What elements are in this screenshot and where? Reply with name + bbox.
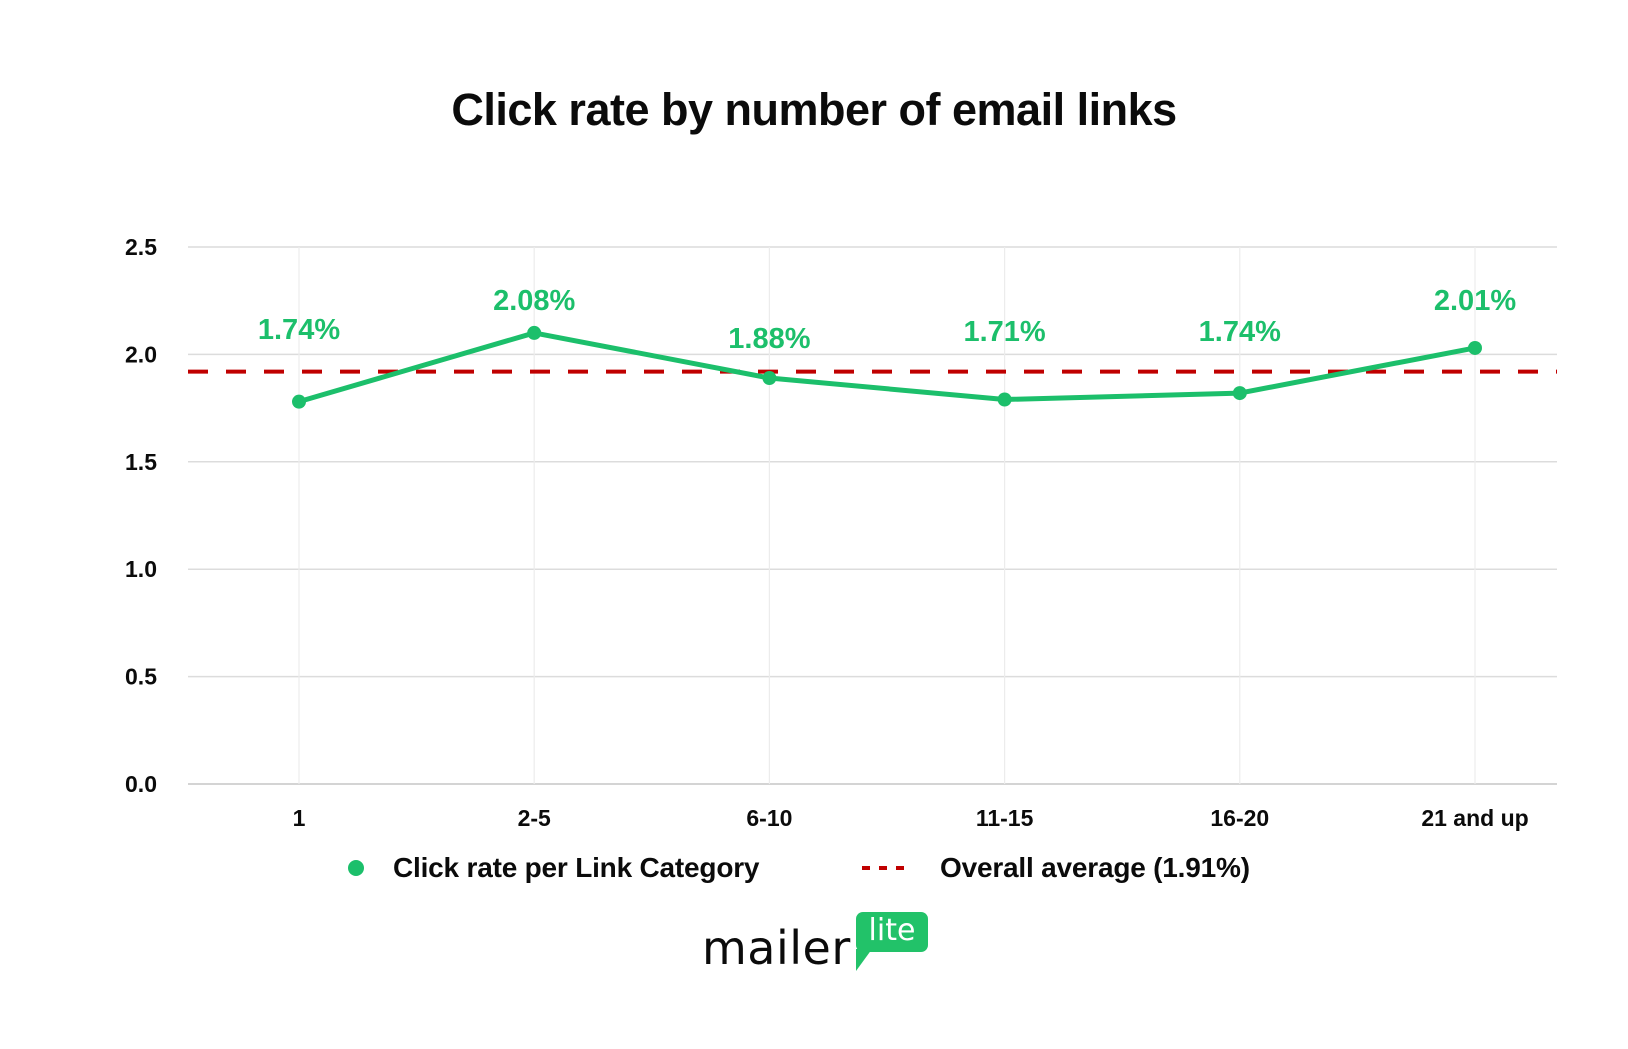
x-axis-ticks: 1 2-5 6-10 11-15 16-20 21 and up <box>293 805 1529 831</box>
legend-item-average: Overall average (1.91%) <box>862 848 1250 888</box>
data-point[interactable] <box>997 392 1012 407</box>
legend-item-click-rate: Click rate per Link Category <box>348 848 760 888</box>
mailerlite-logo: mailer lite <box>702 905 942 985</box>
y-axis-ticks: 0.0 0.5 1.0 1.5 2.0 2.5 <box>125 234 157 797</box>
data-labels: 1.74% 2.08% 1.88% 1.71% 1.74% 2.01% <box>258 285 1516 355</box>
x-tick-label: 16-20 <box>1210 805 1269 831</box>
data-label: 1.71% <box>963 316 1045 348</box>
data-label: 1.74% <box>258 314 340 346</box>
data-point[interactable] <box>762 371 777 386</box>
red-dashed-line-icon <box>862 866 904 870</box>
logo-badge: lite <box>856 912 928 952</box>
legend-label: Click rate per Link Category <box>393 852 760 883</box>
logo-wordmark: mailer <box>702 921 851 975</box>
data-point[interactable] <box>292 394 306 409</box>
series-line <box>296 330 1478 405</box>
green-dot-icon <box>348 860 364 876</box>
y-tick-label: 2.0 <box>125 341 157 367</box>
data-point[interactable] <box>1232 386 1247 401</box>
data-point[interactable] <box>1468 340 1482 355</box>
x-tick-label: 11-15 <box>976 805 1034 831</box>
y-tick-label: 2.5 <box>125 234 157 260</box>
y-tick-label: 1.0 <box>125 556 157 582</box>
data-label: 1.88% <box>728 323 810 355</box>
data-point[interactable] <box>527 325 542 340</box>
data-label: 2.08% <box>493 285 575 317</box>
y-tick-label: 0.0 <box>125 771 157 797</box>
y-tick-label: 1.5 <box>125 449 157 475</box>
x-tick-label: 1 <box>293 805 306 831</box>
data-label: 2.01% <box>1434 285 1516 317</box>
series-click-rate <box>292 325 1482 409</box>
x-tick-label: 2-5 <box>518 805 551 831</box>
grid-lines <box>188 246 1557 785</box>
speech-bubble-tail-icon <box>856 949 872 971</box>
x-tick-label: 21 and up <box>1421 805 1528 831</box>
chart-title: Click rate by number of email links <box>451 84 1177 135</box>
data-label: 1.74% <box>1199 316 1281 348</box>
y-tick-label: 0.5 <box>125 664 157 690</box>
x-tick-label: 6-10 <box>746 805 792 831</box>
legend-label: Overall average (1.91%) <box>940 852 1250 883</box>
